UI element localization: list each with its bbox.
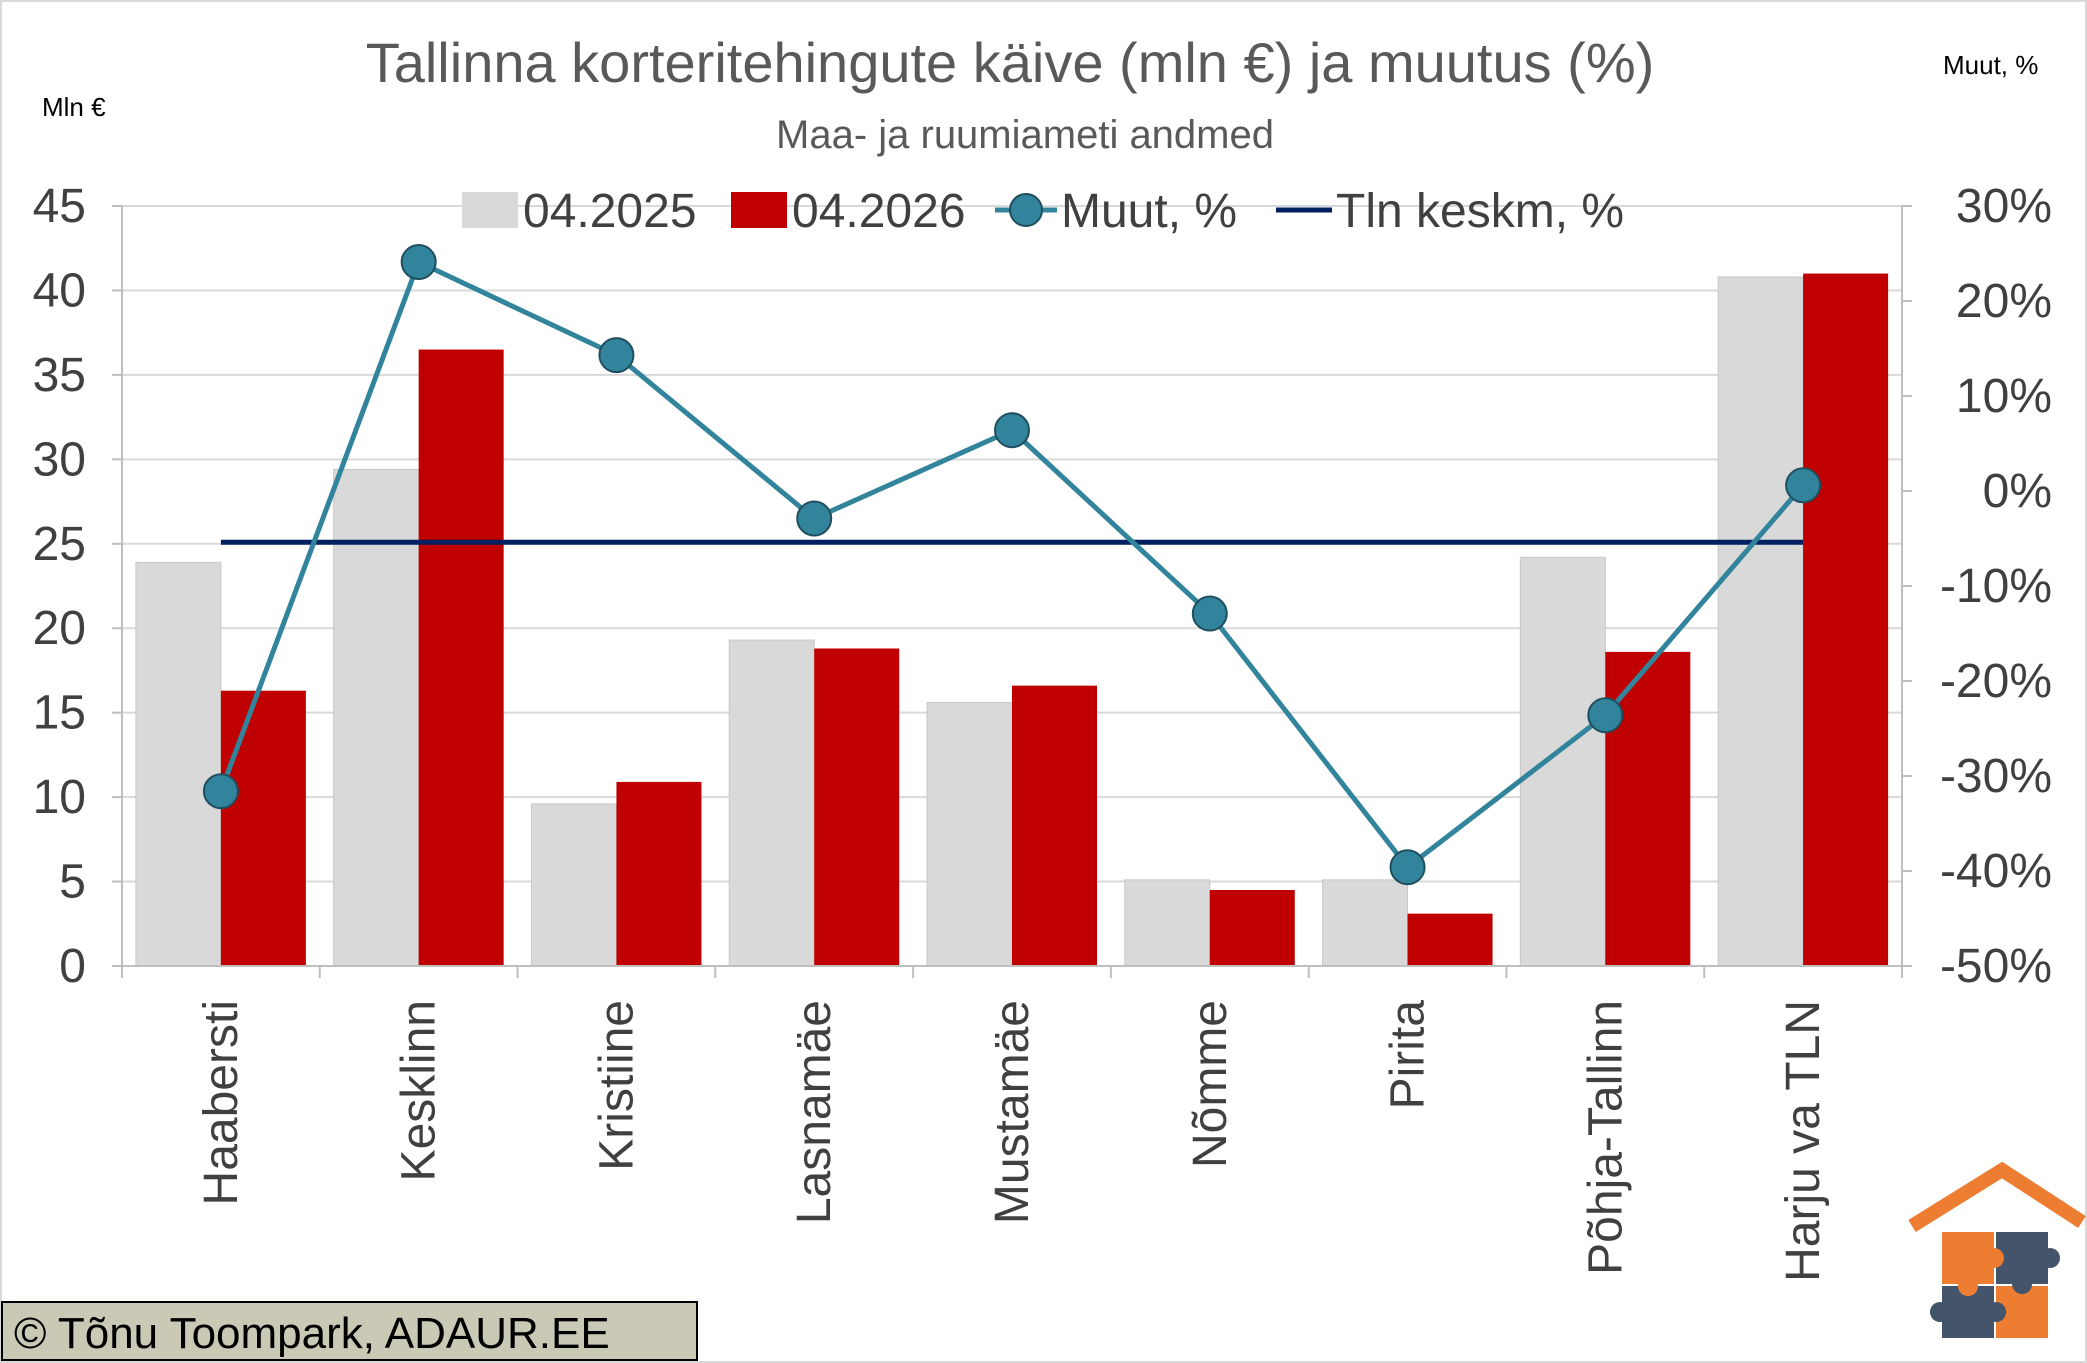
bar-2026	[814, 648, 900, 966]
category-label: Kesklinn	[393, 1000, 446, 1181]
muut-point	[1191, 595, 1228, 632]
bar-2025	[333, 468, 420, 967]
logo-knob-2	[2012, 1274, 2032, 1294]
category-label: Harju va TLN	[1777, 1000, 1830, 1282]
bar-2026	[1407, 913, 1493, 966]
legend-label-tln: Tln keskm, %	[1336, 185, 1624, 238]
logo-knob-5	[2040, 1248, 2060, 1268]
y-axis-label: Mln €	[42, 92, 106, 122]
legend-marker-muut	[1009, 193, 1043, 227]
y-tick-label: 35	[33, 349, 86, 402]
logo-roof	[1908, 1161, 2086, 1232]
muut-point	[400, 244, 437, 281]
legend-label-muut: Muut, %	[1061, 185, 1237, 238]
category-label: Põhja-Tallinn	[1579, 1000, 1632, 1275]
bar-2026	[1012, 685, 1097, 966]
category-label: Nõmme	[1184, 1000, 1237, 1168]
y-tick-label: 40	[33, 264, 86, 317]
bar-2026	[1209, 890, 1295, 966]
y2-tick-label: -20%	[1940, 655, 2052, 708]
category-label: Lasnamäe	[788, 1000, 841, 1224]
chart-subtitle: Maa- ja ruumiameti andmed	[776, 113, 1274, 157]
legend-label-2026: 04.2026	[792, 185, 966, 238]
category-label: Mustamäe	[986, 1000, 1039, 1224]
y-tick-label: 5	[59, 856, 86, 909]
category-label: Pirita	[1382, 1000, 1435, 1110]
muut-point	[598, 337, 635, 374]
muut-point	[1785, 467, 1822, 504]
legend-swatch-2025	[462, 192, 518, 228]
y2-tick-label: -30%	[1940, 750, 2052, 803]
y-tick-label: 25	[33, 518, 86, 571]
muut-point	[994, 412, 1030, 449]
credit-text: © Tõnu Toompark, ADAUR.EE	[14, 1309, 610, 1358]
bar-2025	[530, 803, 617, 967]
bar-2026	[1803, 273, 1889, 966]
y2-tick-label: -50%	[1940, 940, 2052, 993]
logo	[1908, 1161, 2086, 1338]
y-tick-label: 0	[59, 940, 86, 993]
y-tick-label: 30	[33, 433, 86, 486]
y2-tick-label: 20%	[1956, 275, 2052, 328]
y2-tick-label: -40%	[1940, 845, 2052, 898]
y-tick-label: 20	[33, 602, 86, 655]
legend: 04.2025 04.2026 Muut, % Tln keskm, %	[462, 185, 1624, 238]
axes	[121, 206, 1903, 978]
y2-tick-label: 30%	[1956, 180, 2052, 233]
logo-knob-6	[1930, 1302, 1950, 1322]
credit-background	[1, 1301, 698, 1361]
y-tick-label: 15	[33, 687, 86, 740]
bar-2025	[926, 702, 1013, 967]
bar-2025	[1717, 276, 1804, 967]
lines	[202, 244, 1822, 886]
y2-tick-label: 10%	[1956, 370, 2052, 423]
logo-knob-4	[1986, 1302, 2006, 1322]
category-label: Haabersti	[195, 1000, 248, 1205]
logo-knob-3	[1958, 1276, 1978, 1296]
muut-point	[202, 773, 239, 810]
category-labels: Haabersti Kesklinn Kristiine Lasnamäe Mustam…	[195, 1000, 1830, 1282]
bar-2026	[616, 781, 702, 966]
muut-point	[1389, 849, 1426, 886]
y2-axis-label: Muut, %	[1943, 50, 2038, 80]
legend-label-2025: 04.2025	[523, 185, 697, 238]
category-label: Kristiine	[590, 1000, 643, 1171]
bar-2025	[1124, 879, 1211, 967]
muut-point	[1587, 697, 1624, 734]
bar-2026	[220, 690, 306, 966]
bar-2025	[135, 561, 222, 967]
bar-2025	[1519, 556, 1606, 967]
bar-2025	[1322, 879, 1409, 967]
bar-2026	[418, 349, 504, 966]
y-tick-label: 45	[33, 180, 86, 233]
logo-knob-1	[1984, 1248, 2004, 1268]
y2-tick-label: 0%	[1983, 465, 2052, 518]
bar-2025	[728, 639, 815, 967]
chart-title: Tallinna korteritehingute käive (mln €) …	[366, 31, 1655, 94]
credit-box: © Tõnu Toompark, ADAUR.EE	[1, 1301, 698, 1361]
y-tick-label: 10	[33, 771, 86, 824]
y2-tick-label: -10%	[1940, 560, 2052, 613]
legend-swatch-2026	[731, 192, 787, 228]
muut-point	[796, 500, 833, 537]
tick-labels: 0 5 10 15 20 25 30 35 40 45 -50% -40% -30% -20% -10% 0%…	[33, 180, 2052, 993]
bars	[135, 273, 1889, 967]
